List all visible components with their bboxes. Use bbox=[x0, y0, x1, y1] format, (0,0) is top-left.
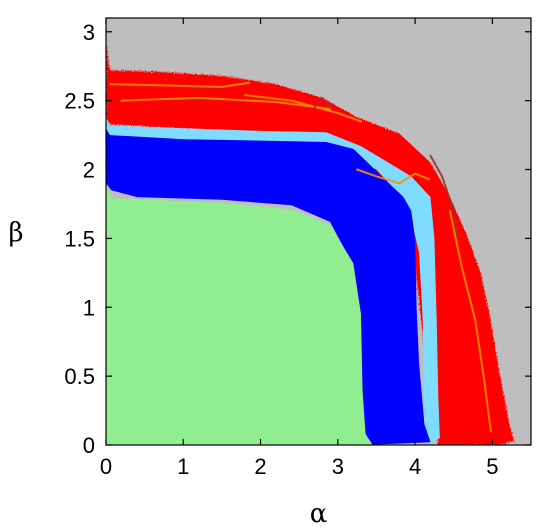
curve-orange bbox=[108, 81, 250, 88]
tick-layer: 0 1 2 3 4 5 0 0.5 1 1.5 2 2.5 3 bbox=[64, 18, 531, 479]
x-axis-label: α bbox=[310, 499, 328, 529]
region-blue bbox=[106, 128, 431, 445]
y-tick-label: 0 bbox=[83, 433, 95, 458]
region-layer bbox=[106, 42, 514, 445]
x-tick-label: 5 bbox=[486, 454, 498, 479]
region-green bbox=[106, 186, 373, 445]
y-tick-label: 2 bbox=[83, 158, 95, 183]
curve-orange bbox=[120, 96, 332, 110]
x-tick-label: 2 bbox=[254, 454, 266, 479]
y-tick-label: 0.5 bbox=[64, 364, 95, 389]
plot-frame bbox=[105, 17, 532, 446]
x-tick-label: 4 bbox=[409, 454, 421, 479]
x-tick-label: 0 bbox=[100, 454, 112, 479]
x-tick-label: 1 bbox=[177, 454, 189, 479]
y-tick-label: 2.5 bbox=[64, 89, 95, 114]
y-tick-label: 1 bbox=[83, 295, 95, 320]
curve-dark bbox=[313, 96, 332, 109]
curve-dark bbox=[429, 154, 459, 240]
curve-layer bbox=[108, 81, 492, 433]
y-tick-label: 1.5 bbox=[64, 226, 95, 251]
y-axis-label: β bbox=[8, 218, 23, 248]
x-tick-label: 3 bbox=[332, 454, 344, 479]
curve-orange bbox=[356, 168, 430, 185]
y-tick-label: 3 bbox=[83, 20, 95, 45]
curve-orange bbox=[448, 209, 492, 433]
